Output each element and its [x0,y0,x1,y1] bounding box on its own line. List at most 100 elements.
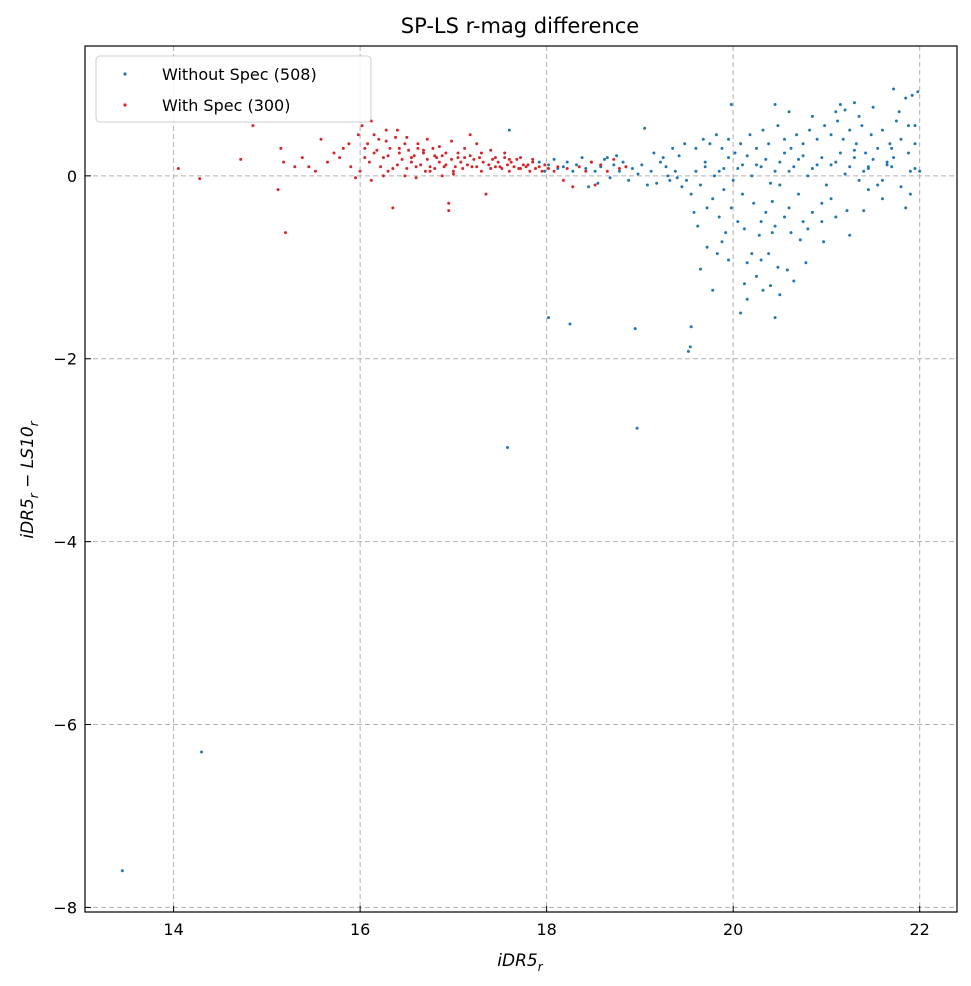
data-point [540,169,544,173]
data-point [787,110,791,114]
data-point [584,167,588,170]
data-point [815,163,819,167]
data-point [433,167,437,170]
data-point [720,240,724,244]
data-point [838,103,842,106]
data-point [381,156,385,160]
data-point [801,154,805,158]
data-point [776,265,780,269]
data-point [515,157,519,161]
data-point [885,163,889,167]
data-point [764,157,768,161]
data-point [783,137,786,141]
data-point [757,233,761,237]
data-point [293,165,297,169]
data-point [428,165,432,169]
data-point [349,165,353,169]
data-point [575,163,578,167]
data-point [388,146,392,150]
data-point [752,201,756,205]
data-point [379,165,383,169]
data-point [524,165,528,169]
data-point [395,128,399,132]
data-point [860,124,864,128]
data-point [459,160,463,164]
data-point [463,146,467,150]
data-point [493,156,497,160]
data-point [778,160,782,164]
data-point [409,160,413,164]
data-point [552,169,556,173]
data-point [608,176,612,180]
data-point [759,220,763,224]
data-point [717,169,721,173]
data-point [472,157,476,161]
data-point [724,231,728,235]
data-point [568,322,572,326]
data-point [888,142,892,146]
data-point [908,169,912,173]
data-point [890,165,894,169]
data-point [885,160,889,164]
data-point [820,220,824,224]
data-point [615,154,619,158]
data-point [806,174,810,178]
data-point [313,169,317,173]
data-point [778,293,782,297]
data-point [440,154,444,158]
data-point [680,185,684,189]
data-point [363,146,367,150]
data-point [547,316,550,320]
data-point [778,183,782,187]
data-point [384,128,388,132]
data-point [506,163,509,167]
data-point [727,156,730,160]
data-point [820,201,824,205]
data-point [694,146,698,150]
data-point [713,174,716,178]
data-point [543,169,547,173]
data-point [748,133,752,137]
data-point [440,174,444,178]
data-point [834,110,838,114]
data-point [239,157,243,161]
data-point [478,156,481,160]
data-point [745,154,749,158]
data-point [363,156,367,160]
data-point [414,165,418,169]
data-point [332,151,336,155]
data-point [773,169,777,173]
data-point [282,160,286,164]
data-point [759,258,763,262]
data-point [645,183,649,187]
data-point [447,209,451,213]
data-point [447,201,451,205]
data-point [400,157,404,161]
data-point [769,181,772,185]
data-point [857,114,861,118]
data-point [864,151,868,155]
legend-box [95,55,372,123]
data-point [899,185,903,189]
data-point [617,167,621,170]
y-tick-label: −6 [53,716,77,735]
data-point [701,137,705,141]
data-point [838,151,842,155]
data-point [451,169,455,173]
data-point [500,167,504,170]
data-point [815,137,819,141]
data-point [198,177,202,181]
data-point [871,105,875,109]
data-point [372,133,376,137]
data-point [391,206,395,210]
data-point [742,227,746,231]
data-point [528,169,532,173]
data-point [319,137,323,141]
data-point [739,311,743,315]
data-point [741,163,744,167]
data-point [369,178,373,182]
data-point [624,165,628,169]
data-point [789,231,793,235]
data-point [621,160,625,164]
data-point [880,128,884,132]
